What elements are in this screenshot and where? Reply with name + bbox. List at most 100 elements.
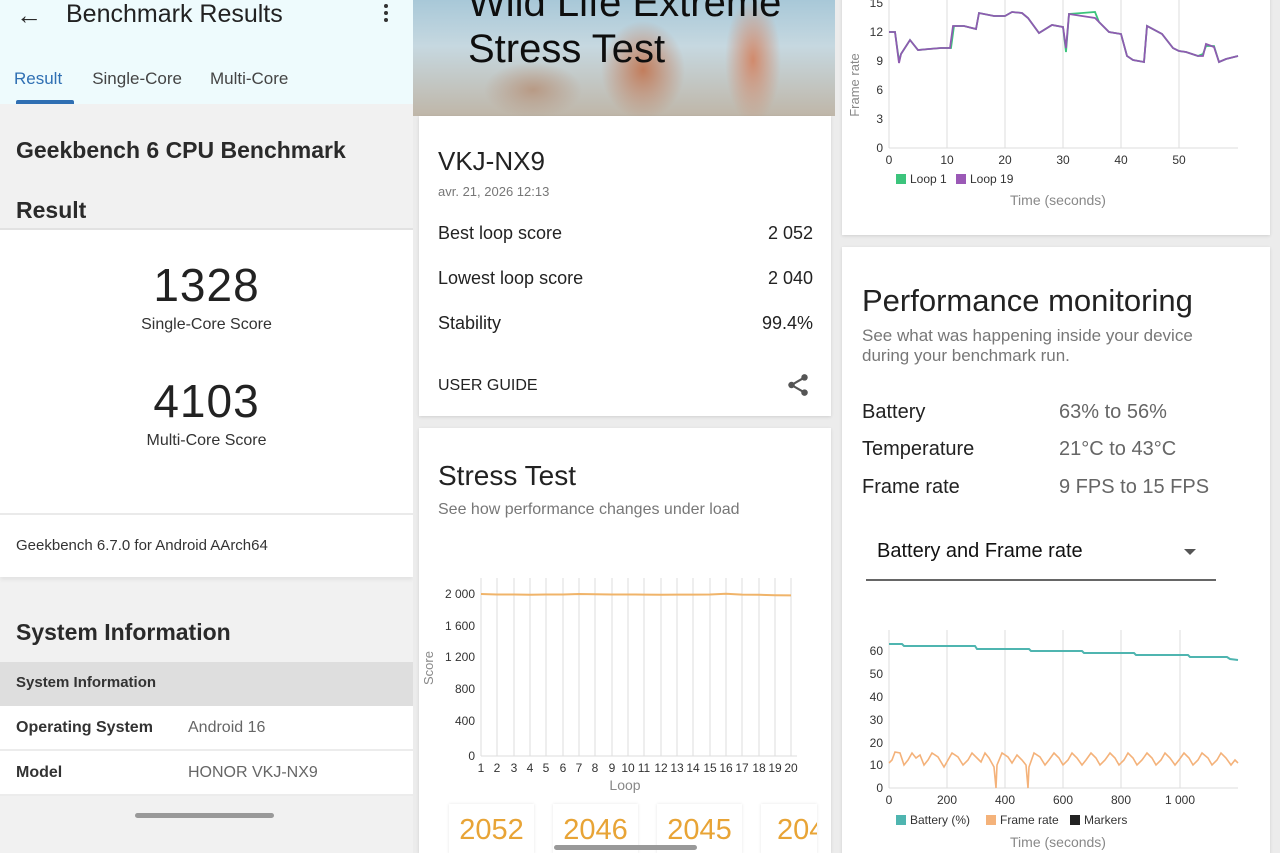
svg-text:0: 0 bbox=[886, 793, 893, 807]
home-indicator[interactable] bbox=[135, 813, 274, 818]
metric-value: 63% to 56% bbox=[1059, 401, 1167, 423]
stability-row: Stability 99.4% bbox=[438, 313, 813, 334]
loop-score-card[interactable]: 204 bbox=[761, 804, 817, 853]
test-date: avr. 21, 2026 12:13 bbox=[438, 184, 550, 199]
stability-value: 99.4% bbox=[761, 313, 813, 333]
back-arrow-icon[interactable]: ← bbox=[16, 0, 42, 30]
svg-text:200: 200 bbox=[937, 793, 957, 807]
info-value: Android 16 bbox=[188, 719, 266, 736]
loop-score-card[interactable]: 2046 bbox=[553, 804, 638, 853]
system-info-title: System Information bbox=[16, 619, 231, 645]
svg-text:60: 60 bbox=[870, 644, 884, 658]
metric-key: Temperature bbox=[862, 438, 975, 460]
share-icon[interactable] bbox=[785, 372, 811, 398]
multi-core-label: Multi-Core Score bbox=[146, 432, 267, 449]
svg-text:20: 20 bbox=[784, 761, 798, 775]
svg-text:800: 800 bbox=[1111, 793, 1131, 807]
threedmark-panel: Wild Life Extreme Stress Test VKJ-NX9 av… bbox=[413, 0, 835, 853]
svg-text:10: 10 bbox=[621, 761, 635, 775]
info-key: Operating System bbox=[16, 719, 153, 736]
loop-score-carousel[interactable]: 2052 2046 2045 204 bbox=[449, 804, 817, 853]
performance-title: Performance monitoring bbox=[862, 283, 1193, 318]
version-text: Geekbench 6.7.0 for Android AArch64 bbox=[0, 513, 413, 577]
best-loop-value: 2 052 bbox=[767, 223, 813, 243]
svg-text:1 200: 1 200 bbox=[445, 650, 475, 664]
svg-text:1 000: 1 000 bbox=[1165, 793, 1195, 807]
info-row-os: Operating System Android 16 bbox=[0, 706, 413, 751]
best-loop-row: Best loop score 2 052 bbox=[438, 223, 813, 244]
svg-text:Loop 19: Loop 19 bbox=[970, 172, 1014, 186]
svg-text:40: 40 bbox=[870, 690, 884, 704]
svg-text:10: 10 bbox=[940, 153, 954, 167]
chart-type-dropdown[interactable]: Battery and Frame rate bbox=[866, 535, 1216, 581]
metric-frame-rate: Frame rate 9 FPS to 15 FPS bbox=[862, 476, 1209, 499]
svg-text:14: 14 bbox=[686, 761, 700, 775]
svg-text:600: 600 bbox=[1053, 793, 1073, 807]
home-indicator[interactable] bbox=[554, 845, 697, 850]
info-row-model: Model HONOR VKJ-NX9 bbox=[0, 751, 413, 796]
metric-key: Battery bbox=[862, 401, 926, 423]
lowest-loop-row: Lowest loop score 2 040 bbox=[438, 268, 813, 289]
loop-score-card[interactable]: 2045 bbox=[657, 804, 742, 853]
svg-text:800: 800 bbox=[455, 682, 475, 696]
tab-single-core[interactable]: Single-Core bbox=[92, 69, 182, 88]
svg-text:Markers: Markers bbox=[1084, 813, 1127, 827]
section-header: Geekbench 6 CPU Benchmark Result bbox=[0, 104, 413, 228]
section-subtitle: Result bbox=[16, 197, 87, 223]
metric-temperature: Temperature 21°C to 43°C bbox=[862, 438, 1176, 461]
result-card: VKJ-NX9 avr. 21, 2026 12:13 Best loop sc… bbox=[419, 116, 831, 416]
page-title: Benchmark Results bbox=[66, 0, 283, 28]
svg-text:2: 2 bbox=[494, 761, 501, 775]
svg-text:19: 19 bbox=[768, 761, 782, 775]
svg-text:30: 30 bbox=[1056, 153, 1070, 167]
user-guide-button[interactable]: USER GUIDE bbox=[438, 377, 538, 394]
svg-text:15: 15 bbox=[870, 0, 884, 10]
stress-test-subtitle: See how performance changes under load bbox=[438, 501, 740, 518]
svg-text:3: 3 bbox=[511, 761, 518, 775]
banner-title: Wild Life Extreme Stress Test bbox=[468, 0, 782, 71]
svg-text:20: 20 bbox=[870, 736, 884, 750]
metric-value: 9 FPS to 15 FPS bbox=[1059, 476, 1210, 498]
device-name: VKJ-NX9 bbox=[438, 146, 545, 176]
svg-text:50: 50 bbox=[870, 667, 884, 681]
tab-multi-core[interactable]: Multi-Core bbox=[209, 69, 289, 88]
svg-text:3: 3 bbox=[876, 112, 883, 126]
multi-core-score: 4103 bbox=[153, 375, 260, 427]
svg-text:Score: Score bbox=[421, 651, 436, 685]
svg-text:0: 0 bbox=[876, 781, 883, 795]
svg-text:400: 400 bbox=[455, 714, 475, 728]
svg-text:16: 16 bbox=[719, 761, 733, 775]
svg-text:Time (seconds): Time (seconds) bbox=[1010, 834, 1106, 850]
svg-text:Time (seconds): Time (seconds) bbox=[1010, 192, 1106, 208]
metric-battery: Battery 63% to 56% bbox=[862, 401, 1167, 424]
info-value: HONOR VKJ-NX9 bbox=[188, 764, 318, 781]
svg-text:15: 15 bbox=[703, 761, 717, 775]
svg-text:Battery (%): Battery (%) bbox=[910, 813, 970, 827]
dropdown-arrow-icon[interactable] bbox=[1184, 549, 1196, 555]
tab-result[interactable]: Result bbox=[0, 66, 76, 104]
loop-score-card[interactable]: 2052 bbox=[449, 804, 534, 853]
svg-text:Frame rate: Frame rate bbox=[1000, 813, 1059, 827]
svg-text:0: 0 bbox=[468, 749, 475, 763]
stress-test-title: Stress Test bbox=[438, 460, 576, 491]
performance-monitoring-card: Performance monitoring See what was happ… bbox=[842, 247, 1270, 853]
svg-text:12: 12 bbox=[870, 25, 884, 39]
svg-text:8: 8 bbox=[592, 761, 599, 775]
svg-text:13: 13 bbox=[670, 761, 684, 775]
single-core-score: 1328 bbox=[153, 259, 260, 311]
svg-text:5: 5 bbox=[543, 761, 550, 775]
svg-text:0: 0 bbox=[886, 153, 893, 167]
svg-text:40: 40 bbox=[1114, 153, 1128, 167]
svg-text:Loop: Loop bbox=[609, 777, 640, 793]
svg-text:18: 18 bbox=[752, 761, 766, 775]
system-info-band: System Information bbox=[0, 662, 413, 706]
scores-card: 1328 Single-Core Score 4103 Multi-Core S… bbox=[0, 228, 413, 513]
svg-text:4: 4 bbox=[527, 761, 534, 775]
more-vert-icon[interactable] bbox=[378, 2, 394, 26]
svg-text:10: 10 bbox=[870, 758, 884, 772]
app-bar: ← Benchmark Results Result Single-Core M… bbox=[0, 0, 413, 104]
svg-text:12: 12 bbox=[654, 761, 668, 775]
